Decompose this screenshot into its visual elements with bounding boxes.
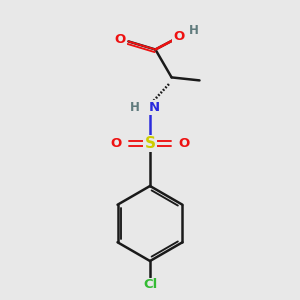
Text: O: O <box>114 33 126 46</box>
Text: Cl: Cl <box>143 278 157 292</box>
Text: N: N <box>148 101 160 114</box>
Text: H: H <box>189 24 199 37</box>
Text: O: O <box>111 137 122 150</box>
Text: H: H <box>130 101 140 114</box>
Text: O: O <box>173 30 184 43</box>
Text: O: O <box>178 137 189 150</box>
Text: S: S <box>145 136 155 151</box>
